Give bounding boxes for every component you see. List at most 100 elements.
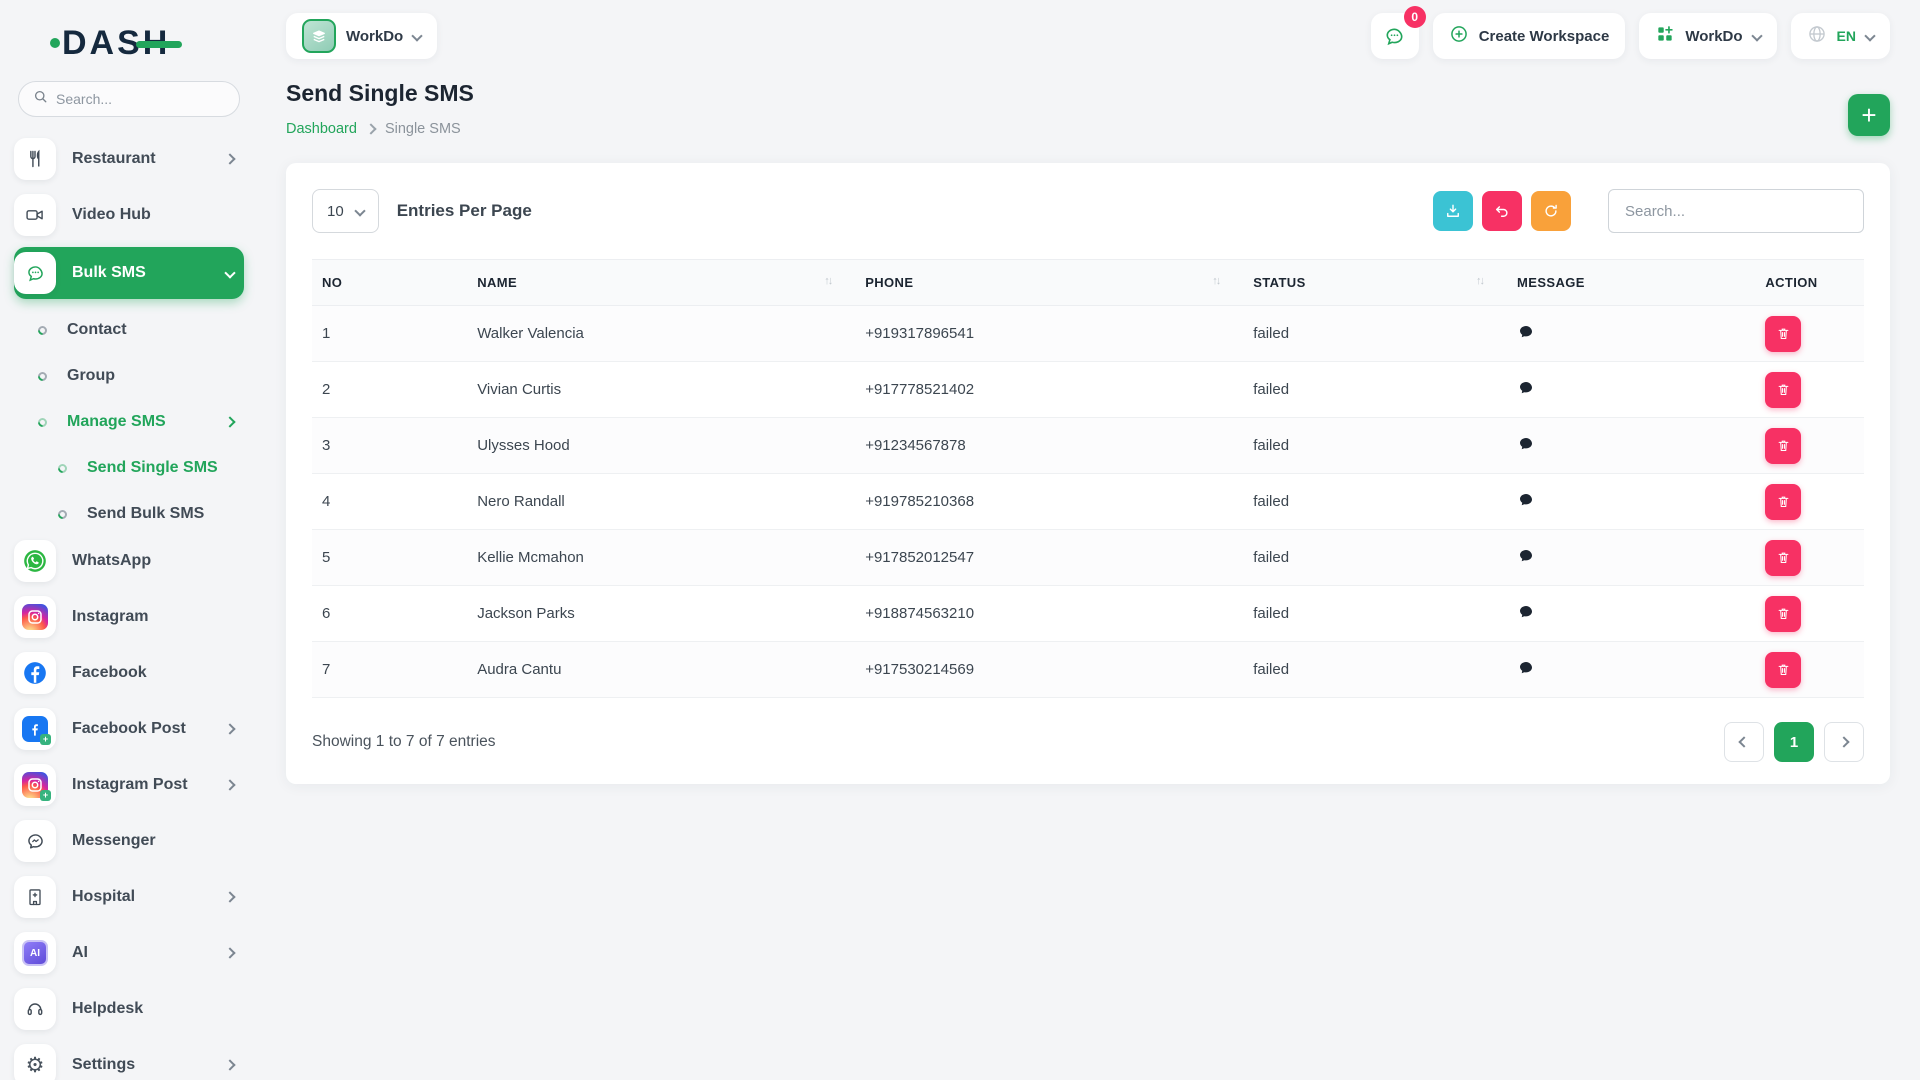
workspace-switcher[interactable]: WorkDo xyxy=(286,13,438,59)
table-row: 5 Kellie Mcmahon +917852012547 failed xyxy=(312,529,1864,586)
cell-phone: +917778521402 xyxy=(855,361,1244,418)
undo-button[interactable] xyxy=(1482,191,1522,231)
language-selector[interactable]: EN xyxy=(1790,13,1890,59)
sidebar-item-hospital[interactable]: Hospital xyxy=(14,873,244,921)
add-sms-button[interactable]: + xyxy=(1848,94,1890,136)
cell-name: Kellie Mcmahon xyxy=(467,529,856,586)
chevron-down-icon xyxy=(1750,30,1763,42)
grid-plus-icon xyxy=(1655,24,1675,49)
chevron-right-icon xyxy=(365,123,377,135)
cell-name: Jackson Parks xyxy=(467,585,856,642)
column-header-name[interactable]: NAME ↑↓ xyxy=(477,275,833,290)
column-header-phone[interactable]: PHONE ↑↓ xyxy=(865,275,1221,290)
search-input[interactable] xyxy=(56,91,225,107)
sidebar-item-helpdesk[interactable]: Helpdesk xyxy=(14,985,244,1033)
message-bubble-icon[interactable] xyxy=(1517,603,1535,621)
sidebar-item-ai[interactable]: AI AI xyxy=(14,929,244,977)
sidebar-item-video-hub[interactable]: Video Hub xyxy=(14,191,244,239)
sidebar-item-label: Facebook xyxy=(72,664,147,681)
sort-icon[interactable]: ↑↓ xyxy=(1476,275,1485,287)
sidebar-item-label: Group xyxy=(67,367,115,384)
messenger-icon xyxy=(14,820,56,862)
sidebar-item-contact[interactable]: Contact xyxy=(14,307,244,353)
cell-phone: +919785210368 xyxy=(855,473,1244,530)
sidebar-item-settings[interactable]: ⚙ Settings xyxy=(14,1041,244,1080)
sidebar-item-label: Facebook Post xyxy=(72,720,186,737)
sidebar-item-instagram[interactable]: Instagram xyxy=(14,593,244,641)
delete-button[interactable] xyxy=(1765,483,1802,520)
entries-per-page-label: Entries Per Page xyxy=(396,201,532,220)
sidebar-item-facebook-post[interactable]: + Facebook Post xyxy=(14,705,244,753)
next-page-button[interactable] xyxy=(1824,722,1864,762)
cell-status: failed xyxy=(1243,417,1508,474)
sidebar-item-instagram-post[interactable]: + Instagram Post xyxy=(14,761,244,809)
workspace-name: WorkDo xyxy=(346,27,404,45)
delete-button[interactable] xyxy=(1765,595,1802,632)
sidebar-item-label: Contact xyxy=(67,321,127,338)
chevron-right-icon xyxy=(224,153,236,165)
cell-message xyxy=(1507,417,1756,474)
message-bubble-icon[interactable] xyxy=(1517,547,1535,565)
cell-action xyxy=(1755,585,1864,642)
create-workspace-button[interactable]: Create Workspace xyxy=(1432,13,1626,59)
breadcrumb-dashboard-link[interactable]: Dashboard xyxy=(286,121,357,137)
sidebar-item-facebook[interactable]: Facebook xyxy=(14,649,244,697)
message-bubble-icon[interactable] xyxy=(1517,659,1535,677)
sidebar-item-label: WhatsApp xyxy=(72,552,152,569)
column-header-action: ACTION xyxy=(1765,275,1818,290)
table-row: 1 Walker Valencia +919317896541 failed xyxy=(312,305,1864,362)
cell-message xyxy=(1507,529,1756,586)
cell-no: 4 xyxy=(312,473,468,530)
sidebar-item-restaurant[interactable]: Restaurant xyxy=(14,135,244,183)
sort-icon[interactable]: ↑↓ xyxy=(824,275,833,287)
workspace-icon xyxy=(302,19,336,53)
facebook-icon xyxy=(14,652,56,694)
messages-button[interactable]: 0 xyxy=(1370,6,1426,59)
workdo-menu-button[interactable]: WorkDo xyxy=(1639,13,1777,59)
delete-button[interactable] xyxy=(1765,539,1802,576)
cell-status: failed xyxy=(1243,473,1508,530)
entries-per-page-select[interactable]: 10 xyxy=(312,189,379,233)
page-1-button[interactable]: 1 xyxy=(1774,722,1814,762)
cell-message xyxy=(1507,473,1756,530)
brand-logo[interactable]: DASH xyxy=(14,14,244,79)
cell-message xyxy=(1507,585,1756,642)
logo-dash-icon xyxy=(136,40,183,48)
message-bubble-icon[interactable] xyxy=(1517,323,1535,341)
export-button[interactable] xyxy=(1433,191,1473,231)
sidebar-item-label: Settings xyxy=(72,1056,136,1073)
sidebar-item-label: Hospital xyxy=(72,888,136,905)
sidebar-item-group[interactable]: Group xyxy=(14,353,244,399)
cell-action xyxy=(1755,305,1864,362)
sidebar-item-label: Instagram Post xyxy=(72,776,188,793)
delete-button[interactable] xyxy=(1765,427,1802,464)
breadcrumb-current: Single SMS xyxy=(384,121,461,137)
sidebar-item-whatsapp[interactable]: WhatsApp xyxy=(14,537,244,585)
chat-icon xyxy=(1386,27,1403,45)
sidebar-item-manage-sms[interactable]: Manage SMS xyxy=(14,399,244,445)
prev-page-button[interactable] xyxy=(1724,722,1764,762)
table-footer: Showing 1 to 7 of 7 entries 1 xyxy=(312,722,1864,762)
cell-message xyxy=(1507,641,1756,698)
message-bubble-icon[interactable] xyxy=(1517,435,1535,453)
cell-phone: +918874563210 xyxy=(855,585,1244,642)
sidebar-item-messenger[interactable]: Messenger xyxy=(14,817,244,865)
message-bubble-icon[interactable] xyxy=(1517,491,1535,509)
sidebar-item-label: Instagram xyxy=(72,608,149,625)
cell-no: 1 xyxy=(312,305,468,362)
sort-icon[interactable]: ↑↓ xyxy=(1212,275,1221,287)
table-header-row: NO NAME ↑↓ PHONE ↑↓ STATUS ↑↓ MESSAGE ACTIO… xyxy=(312,259,1864,306)
delete-button[interactable] xyxy=(1765,371,1802,408)
sidebar-item-bulk-sms[interactable]: Bulk SMS xyxy=(14,247,244,299)
refresh-button[interactable] xyxy=(1531,191,1571,231)
sidebar-item-send-bulk-sms[interactable]: Send Bulk SMS xyxy=(14,491,244,537)
delete-button[interactable] xyxy=(1765,315,1802,352)
bullet-icon xyxy=(36,415,49,429)
delete-button[interactable] xyxy=(1765,651,1802,688)
topbar: WorkDo 0 Create Workspace xyxy=(286,6,1890,62)
message-bubble-icon[interactable] xyxy=(1517,379,1535,397)
sidebar-search[interactable] xyxy=(18,81,240,117)
sidebar-item-send-single-sms[interactable]: Send Single SMS xyxy=(14,445,244,491)
table-search-input[interactable] xyxy=(1608,189,1864,233)
column-header-status[interactable]: STATUS ↑↓ xyxy=(1253,275,1485,290)
